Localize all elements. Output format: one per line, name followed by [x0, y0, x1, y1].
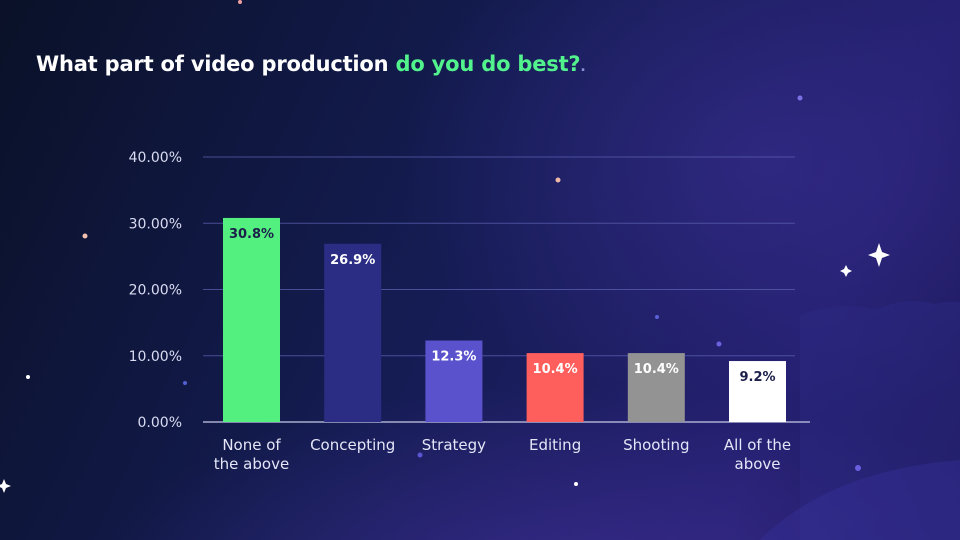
x-tick-label: Shooting — [623, 436, 689, 454]
star-dot — [574, 482, 578, 486]
bar — [425, 340, 483, 422]
x-tick-label: All of the — [724, 436, 791, 454]
background-wave — [800, 301, 960, 540]
title-text: What part of video production — [36, 52, 396, 76]
bar — [526, 353, 584, 422]
slide-title: What part of video production do you do … — [36, 52, 586, 76]
star-dot — [797, 95, 803, 101]
title-end-mark: . — [580, 59, 586, 75]
star-dot — [855, 465, 861, 471]
y-tick-label: 20.00% — [129, 283, 182, 299]
star-dot — [238, 0, 242, 4]
x-tick-label: Editing — [529, 436, 581, 454]
y-tick-label: 40.00% — [129, 150, 182, 166]
sparkle-icon — [840, 265, 852, 277]
data-label: 10.4% — [634, 362, 679, 377]
star-dot — [417, 452, 423, 458]
x-tick-label: None of — [222, 436, 281, 454]
x-tick-label: above — [735, 455, 781, 473]
bar — [627, 353, 685, 422]
y-tick-label: 10.00% — [129, 349, 182, 365]
background-wave — [760, 460, 960, 540]
star-dot — [82, 233, 88, 239]
bar — [324, 243, 382, 422]
star-dot — [655, 315, 659, 319]
title-accent-text: do you do best? — [395, 52, 581, 76]
star-dot — [183, 381, 187, 385]
sparkle-icon — [0, 479, 11, 493]
sparkle-icon — [868, 243, 890, 267]
y-tick-label: 0.00% — [138, 415, 182, 431]
star-dot — [26, 375, 30, 379]
data-label: 9.2% — [739, 370, 775, 385]
x-tick-label: the above — [214, 455, 289, 473]
star-dot — [555, 177, 561, 183]
data-label: 26.9% — [330, 253, 375, 268]
bar — [223, 217, 280, 422]
star-dot — [716, 341, 722, 347]
bar — [729, 361, 786, 422]
x-tick-label: Concepting — [310, 436, 395, 454]
data-label: 30.8% — [229, 227, 274, 242]
y-tick-label: 30.00% — [129, 216, 182, 232]
data-label: 10.4% — [533, 362, 578, 377]
x-tick-label: Strategy — [422, 436, 486, 454]
data-label: 12.3% — [431, 350, 476, 365]
